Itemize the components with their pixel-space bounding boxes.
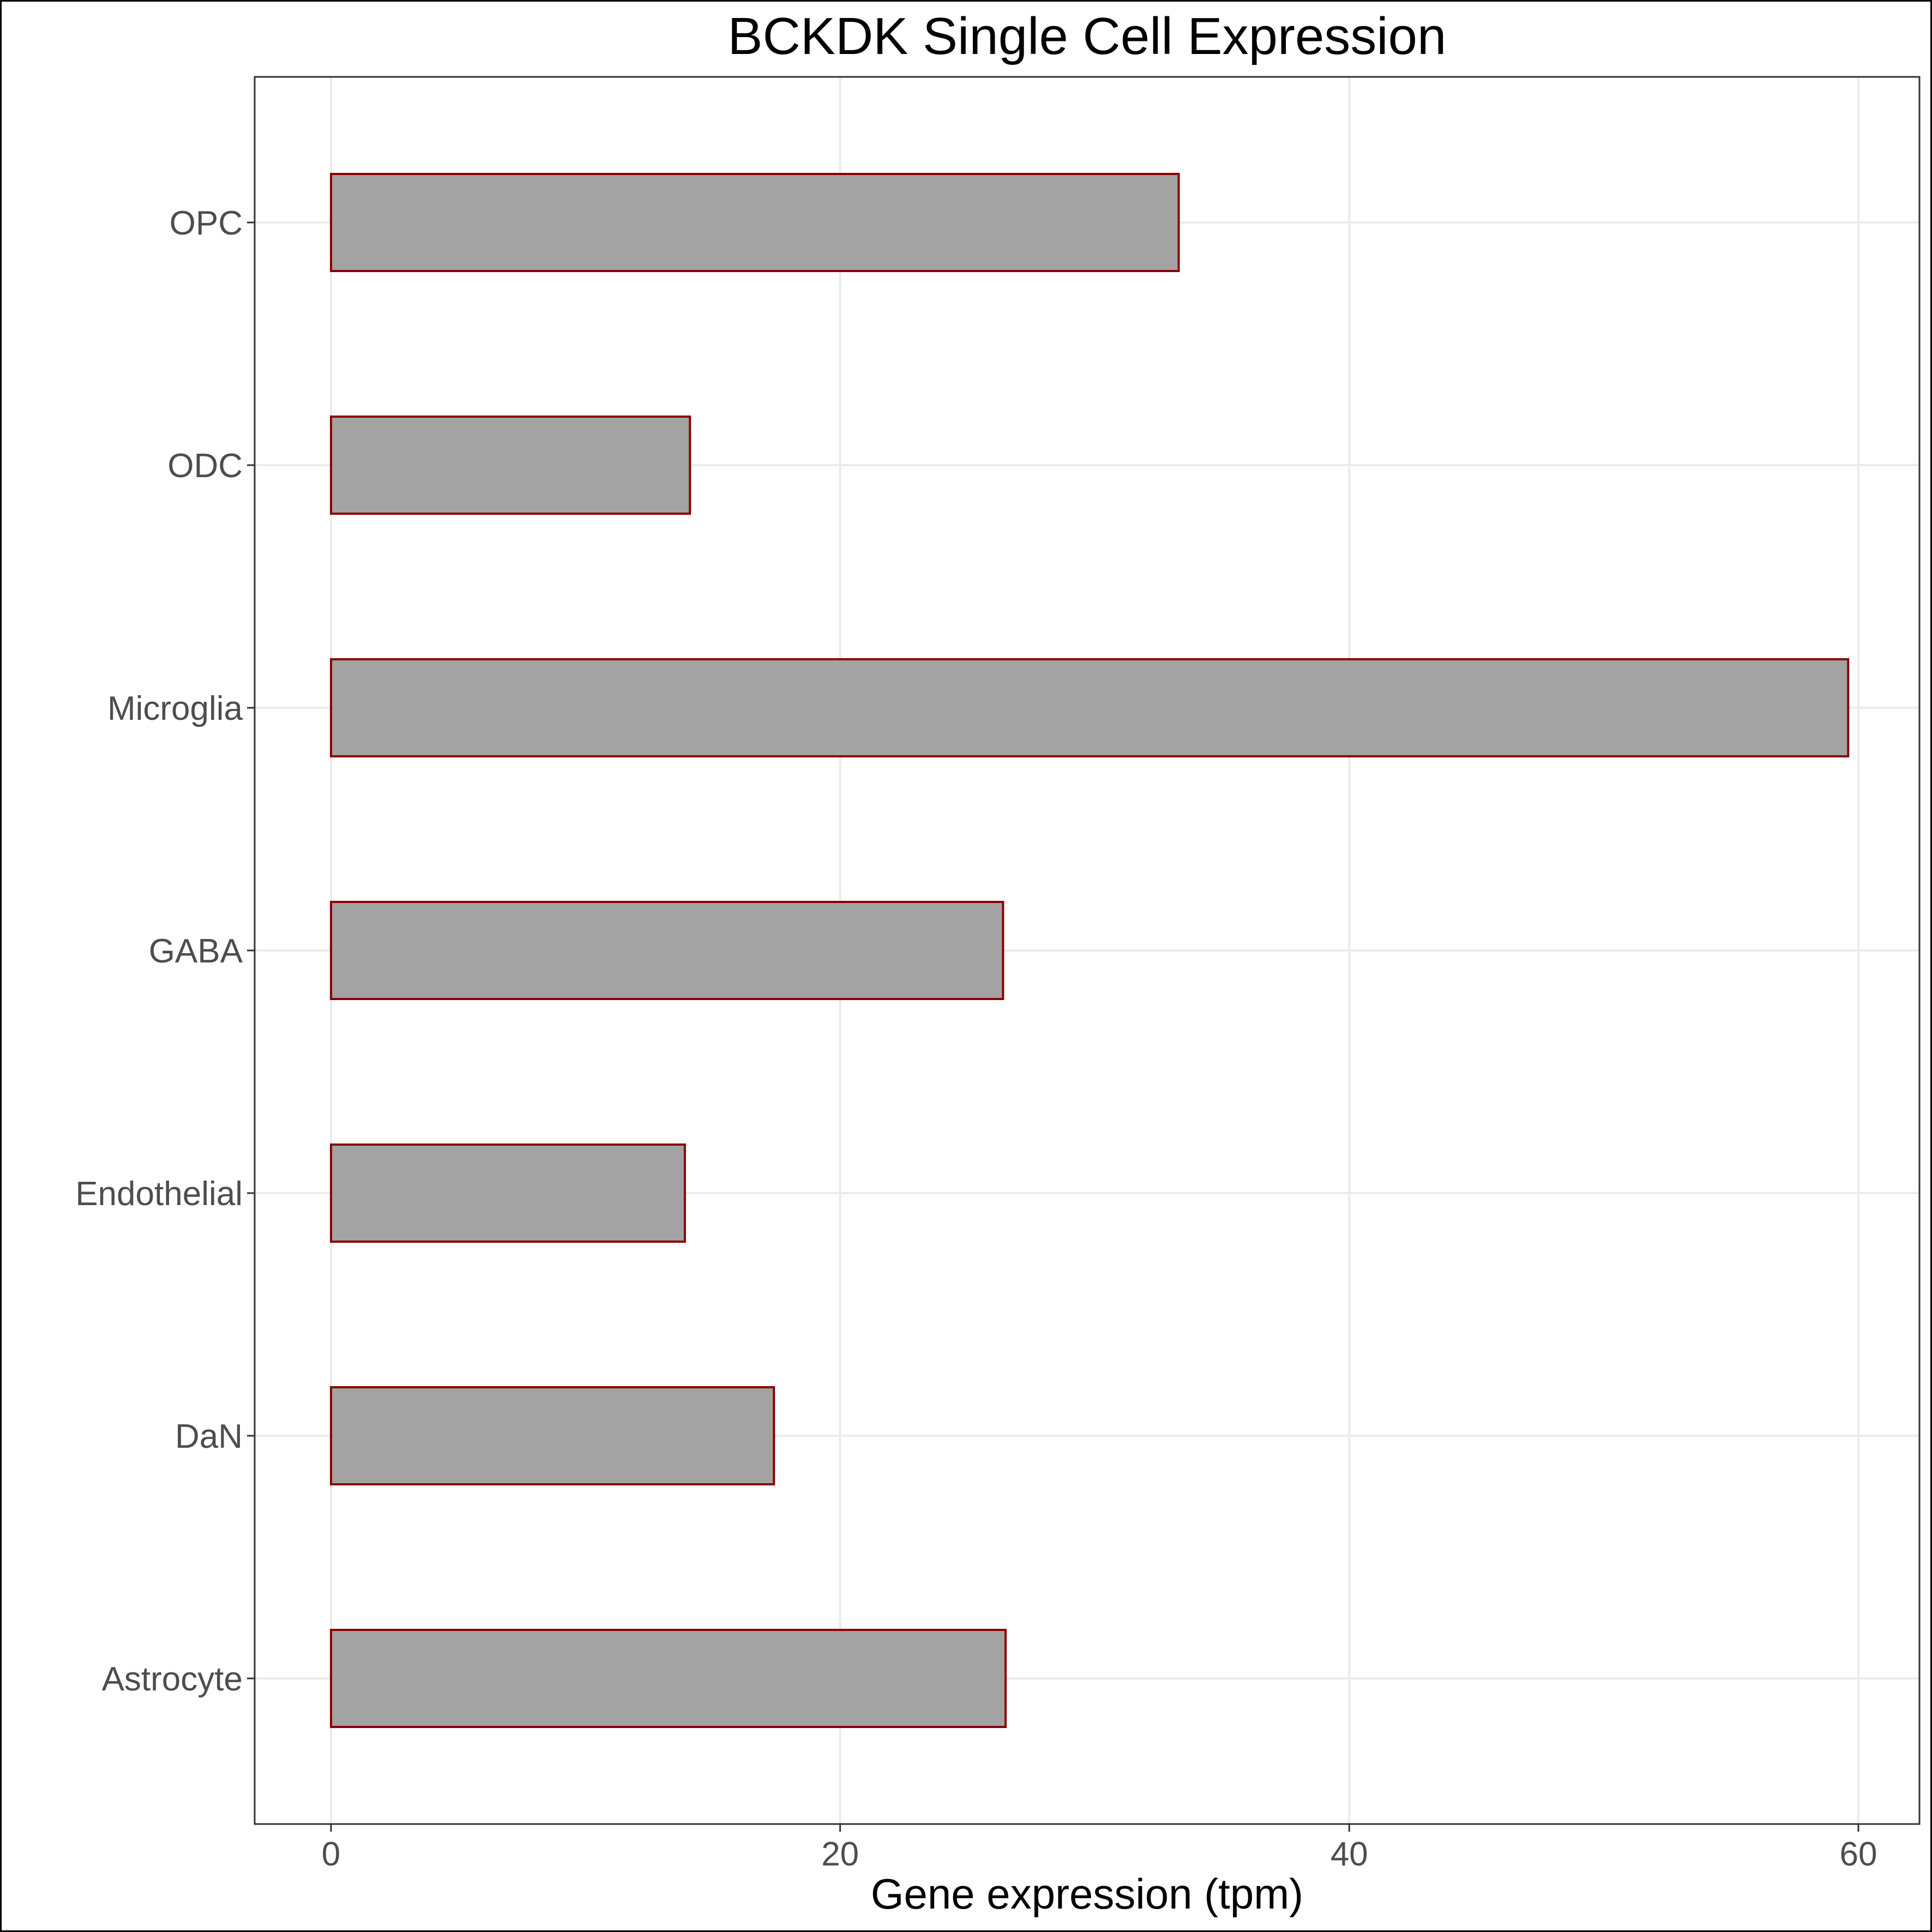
y-tick-label: Astrocyte — [102, 1660, 243, 1698]
bars — [330, 173, 1850, 1728]
y-tick-label: GABA — [149, 932, 243, 970]
axis-ticks — [247, 221, 1859, 1832]
x-tick-label: 40 — [1331, 1835, 1368, 1873]
y-tick-label: OPC — [170, 204, 243, 242]
y-tick-label: Endothelial — [75, 1175, 243, 1213]
y-tick-label: ODC — [167, 447, 243, 485]
x-tick-label: 60 — [1839, 1835, 1877, 1873]
bar-microglia — [330, 658, 1850, 757]
x-tick-label: 0 — [322, 1835, 340, 1873]
tick-labels: 0 20 40 60 Astrocyte DaN Endothelial GABA Microg… — [75, 204, 1877, 1873]
bar-odc — [330, 416, 691, 515]
bar-endothelial — [330, 1143, 686, 1243]
chart-title: BCKDK Single Cell Expression — [728, 7, 1447, 65]
y-tick-label: DaN — [175, 1418, 243, 1455]
x-tick-label: 20 — [821, 1835, 859, 1873]
y-tick-label: Microglia — [107, 690, 243, 727]
bar-gaba — [330, 901, 1004, 1000]
bar-opc — [330, 173, 1180, 272]
x-axis-title: Gene expression (tpm) — [871, 1870, 1303, 1918]
bar-astrocyte — [330, 1629, 1007, 1728]
bar-dan — [330, 1386, 775, 1485]
